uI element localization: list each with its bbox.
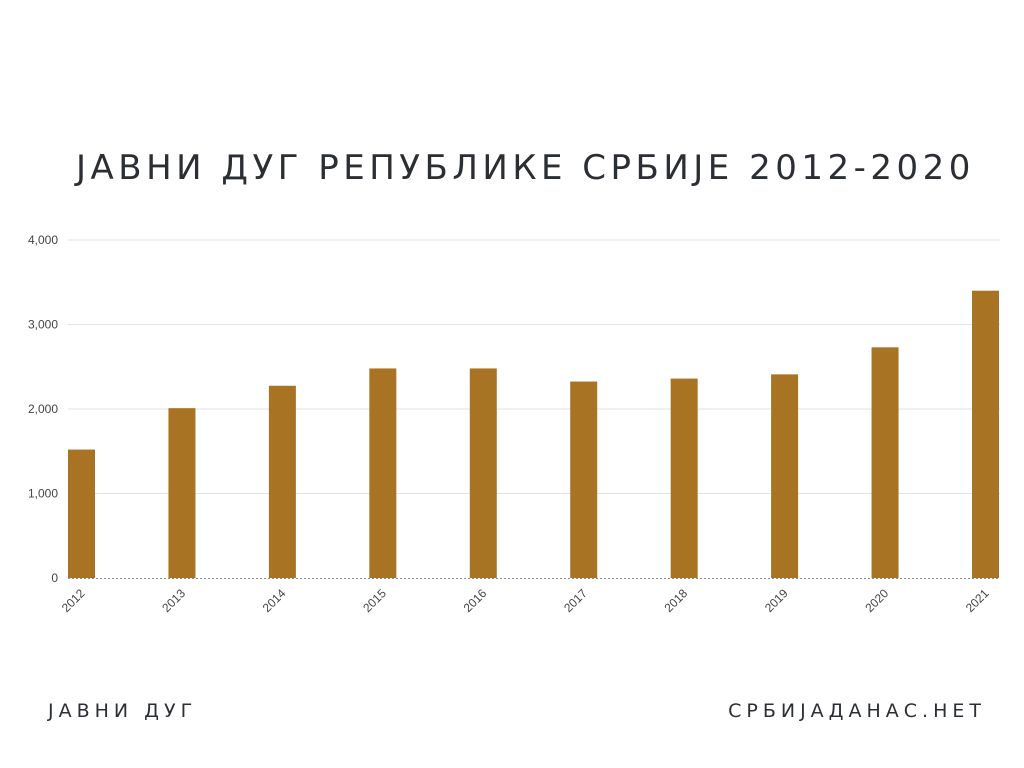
- x-tick-label: 2014: [260, 586, 289, 615]
- bar-2021: [972, 290, 999, 578]
- y-tick-label: 1,000: [28, 487, 58, 501]
- x-axis-ticks: 2012 2013 2014 2015 2016 2017 2018 2019 2020 2021: [59, 586, 992, 615]
- x-tick-label: 2016: [461, 586, 490, 615]
- bar-2015: [369, 368, 397, 578]
- x-tick-label: 2012: [59, 586, 88, 615]
- x-tick-label: 2013: [159, 586, 188, 615]
- chart-title: ЈАВНИ ДУГ РЕПУБЛИКЕ СРБИЈЕ 2012-2020: [76, 148, 975, 188]
- bar-2019: [771, 374, 799, 578]
- bars: [68, 290, 999, 578]
- y-axis-ticks: 0 1,000 2,000 3,000 4,000: [28, 233, 58, 585]
- bar-2012: [68, 449, 95, 578]
- bar-2014: [268, 385, 296, 578]
- y-tick-label: 4,000: [28, 233, 58, 247]
- bar-2018: [670, 378, 698, 578]
- bar-2013: [168, 408, 196, 578]
- x-tick-label: 2018: [662, 586, 691, 615]
- x-tick-label: 2015: [360, 586, 389, 615]
- y-tick-label: 0: [51, 571, 58, 585]
- x-tick-label: 2020: [862, 586, 891, 615]
- bar-2017: [570, 381, 598, 578]
- x-tick-label: 2017: [561, 586, 590, 615]
- bar-2016: [469, 368, 497, 578]
- bar-2020: [871, 347, 899, 578]
- x-tick-label: 2021: [963, 586, 992, 615]
- footer-site-name: СРБИЈАДАНАС.НЕТ: [728, 700, 986, 722]
- gridlines: [68, 239, 1000, 494]
- y-tick-label: 2,000: [28, 402, 58, 416]
- footer-topic-label: ЈАВНИ ДУГ: [48, 700, 198, 722]
- x-tick-label: 2019: [762, 586, 791, 615]
- y-tick-label: 3,000: [28, 318, 58, 332]
